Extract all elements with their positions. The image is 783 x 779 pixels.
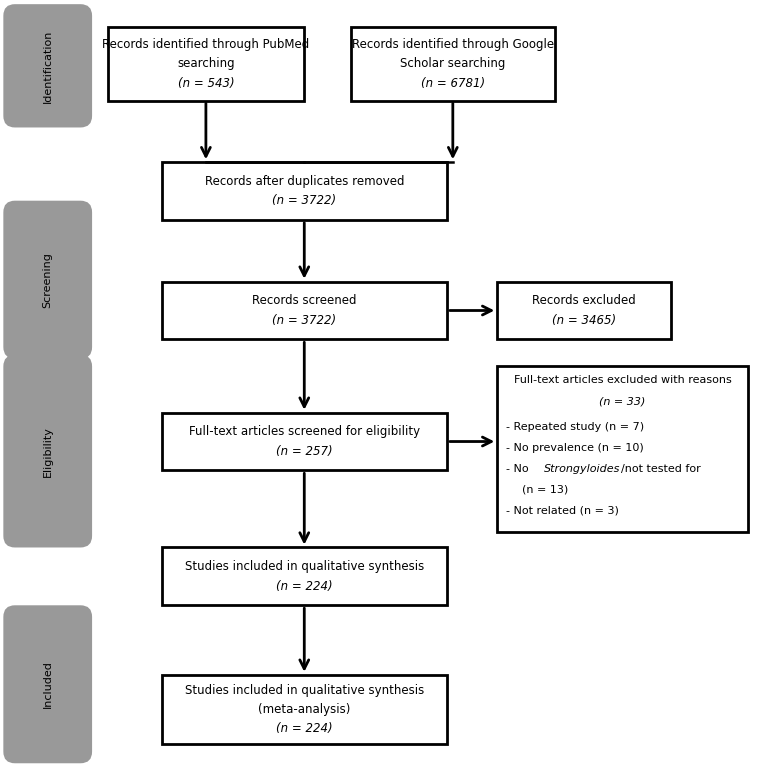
Text: Records excluded: Records excluded [532, 294, 636, 308]
Text: (n = 3465): (n = 3465) [552, 314, 616, 326]
FancyBboxPatch shape [161, 281, 447, 340]
Text: Full-text articles screened for eligibility: Full-text articles screened for eligibil… [189, 425, 420, 439]
Text: (n = 3722): (n = 3722) [272, 314, 337, 326]
Text: /not tested for: /not tested for [621, 464, 701, 474]
Text: (n = 33): (n = 33) [600, 397, 646, 407]
FancyBboxPatch shape [3, 354, 92, 548]
Text: Eligibility: Eligibility [43, 425, 52, 477]
Text: (n = 543): (n = 543) [178, 76, 234, 90]
Text: (n = 224): (n = 224) [276, 722, 333, 735]
FancyBboxPatch shape [497, 281, 671, 340]
FancyBboxPatch shape [497, 366, 748, 532]
Text: searching: searching [177, 58, 235, 70]
FancyBboxPatch shape [161, 162, 447, 220]
FancyBboxPatch shape [107, 27, 305, 100]
Text: Records identified through Google: Records identified through Google [352, 38, 554, 51]
Text: - No prevalence (n = 10): - No prevalence (n = 10) [507, 443, 644, 453]
Text: Scholar searching: Scholar searching [400, 58, 506, 70]
FancyBboxPatch shape [351, 27, 555, 100]
FancyBboxPatch shape [3, 605, 92, 763]
FancyBboxPatch shape [3, 4, 92, 128]
Text: Identification: Identification [43, 29, 52, 103]
FancyBboxPatch shape [3, 201, 92, 358]
Text: Records identified through PubMed: Records identified through PubMed [103, 38, 309, 51]
FancyBboxPatch shape [161, 548, 447, 605]
FancyBboxPatch shape [161, 675, 447, 744]
Text: (n = 224): (n = 224) [276, 580, 333, 593]
Text: (n = 13): (n = 13) [522, 485, 568, 495]
Text: Studies included in qualitative synthesis: Studies included in qualitative synthesi… [185, 683, 424, 696]
Text: Records after duplicates removed: Records after duplicates removed [204, 175, 404, 188]
Text: - Repeated study (n = 7): - Repeated study (n = 7) [507, 422, 644, 432]
Text: Studies included in qualitative synthesis: Studies included in qualitative synthesi… [185, 560, 424, 573]
Text: - No: - No [507, 464, 532, 474]
Text: Full-text articles excluded with reasons: Full-text articles excluded with reasons [514, 375, 731, 386]
Text: (n = 6781): (n = 6781) [420, 76, 485, 90]
Text: Included: Included [43, 661, 52, 708]
Text: Strongyloides: Strongyloides [543, 464, 620, 474]
Text: (meta-analysis): (meta-analysis) [258, 703, 351, 716]
Text: (n = 257): (n = 257) [276, 445, 333, 457]
FancyBboxPatch shape [161, 413, 447, 471]
Text: Screening: Screening [43, 252, 52, 308]
Text: - Not related (n = 3): - Not related (n = 3) [507, 506, 619, 516]
Text: Records screened: Records screened [252, 294, 356, 308]
Text: (n = 3722): (n = 3722) [272, 194, 337, 207]
